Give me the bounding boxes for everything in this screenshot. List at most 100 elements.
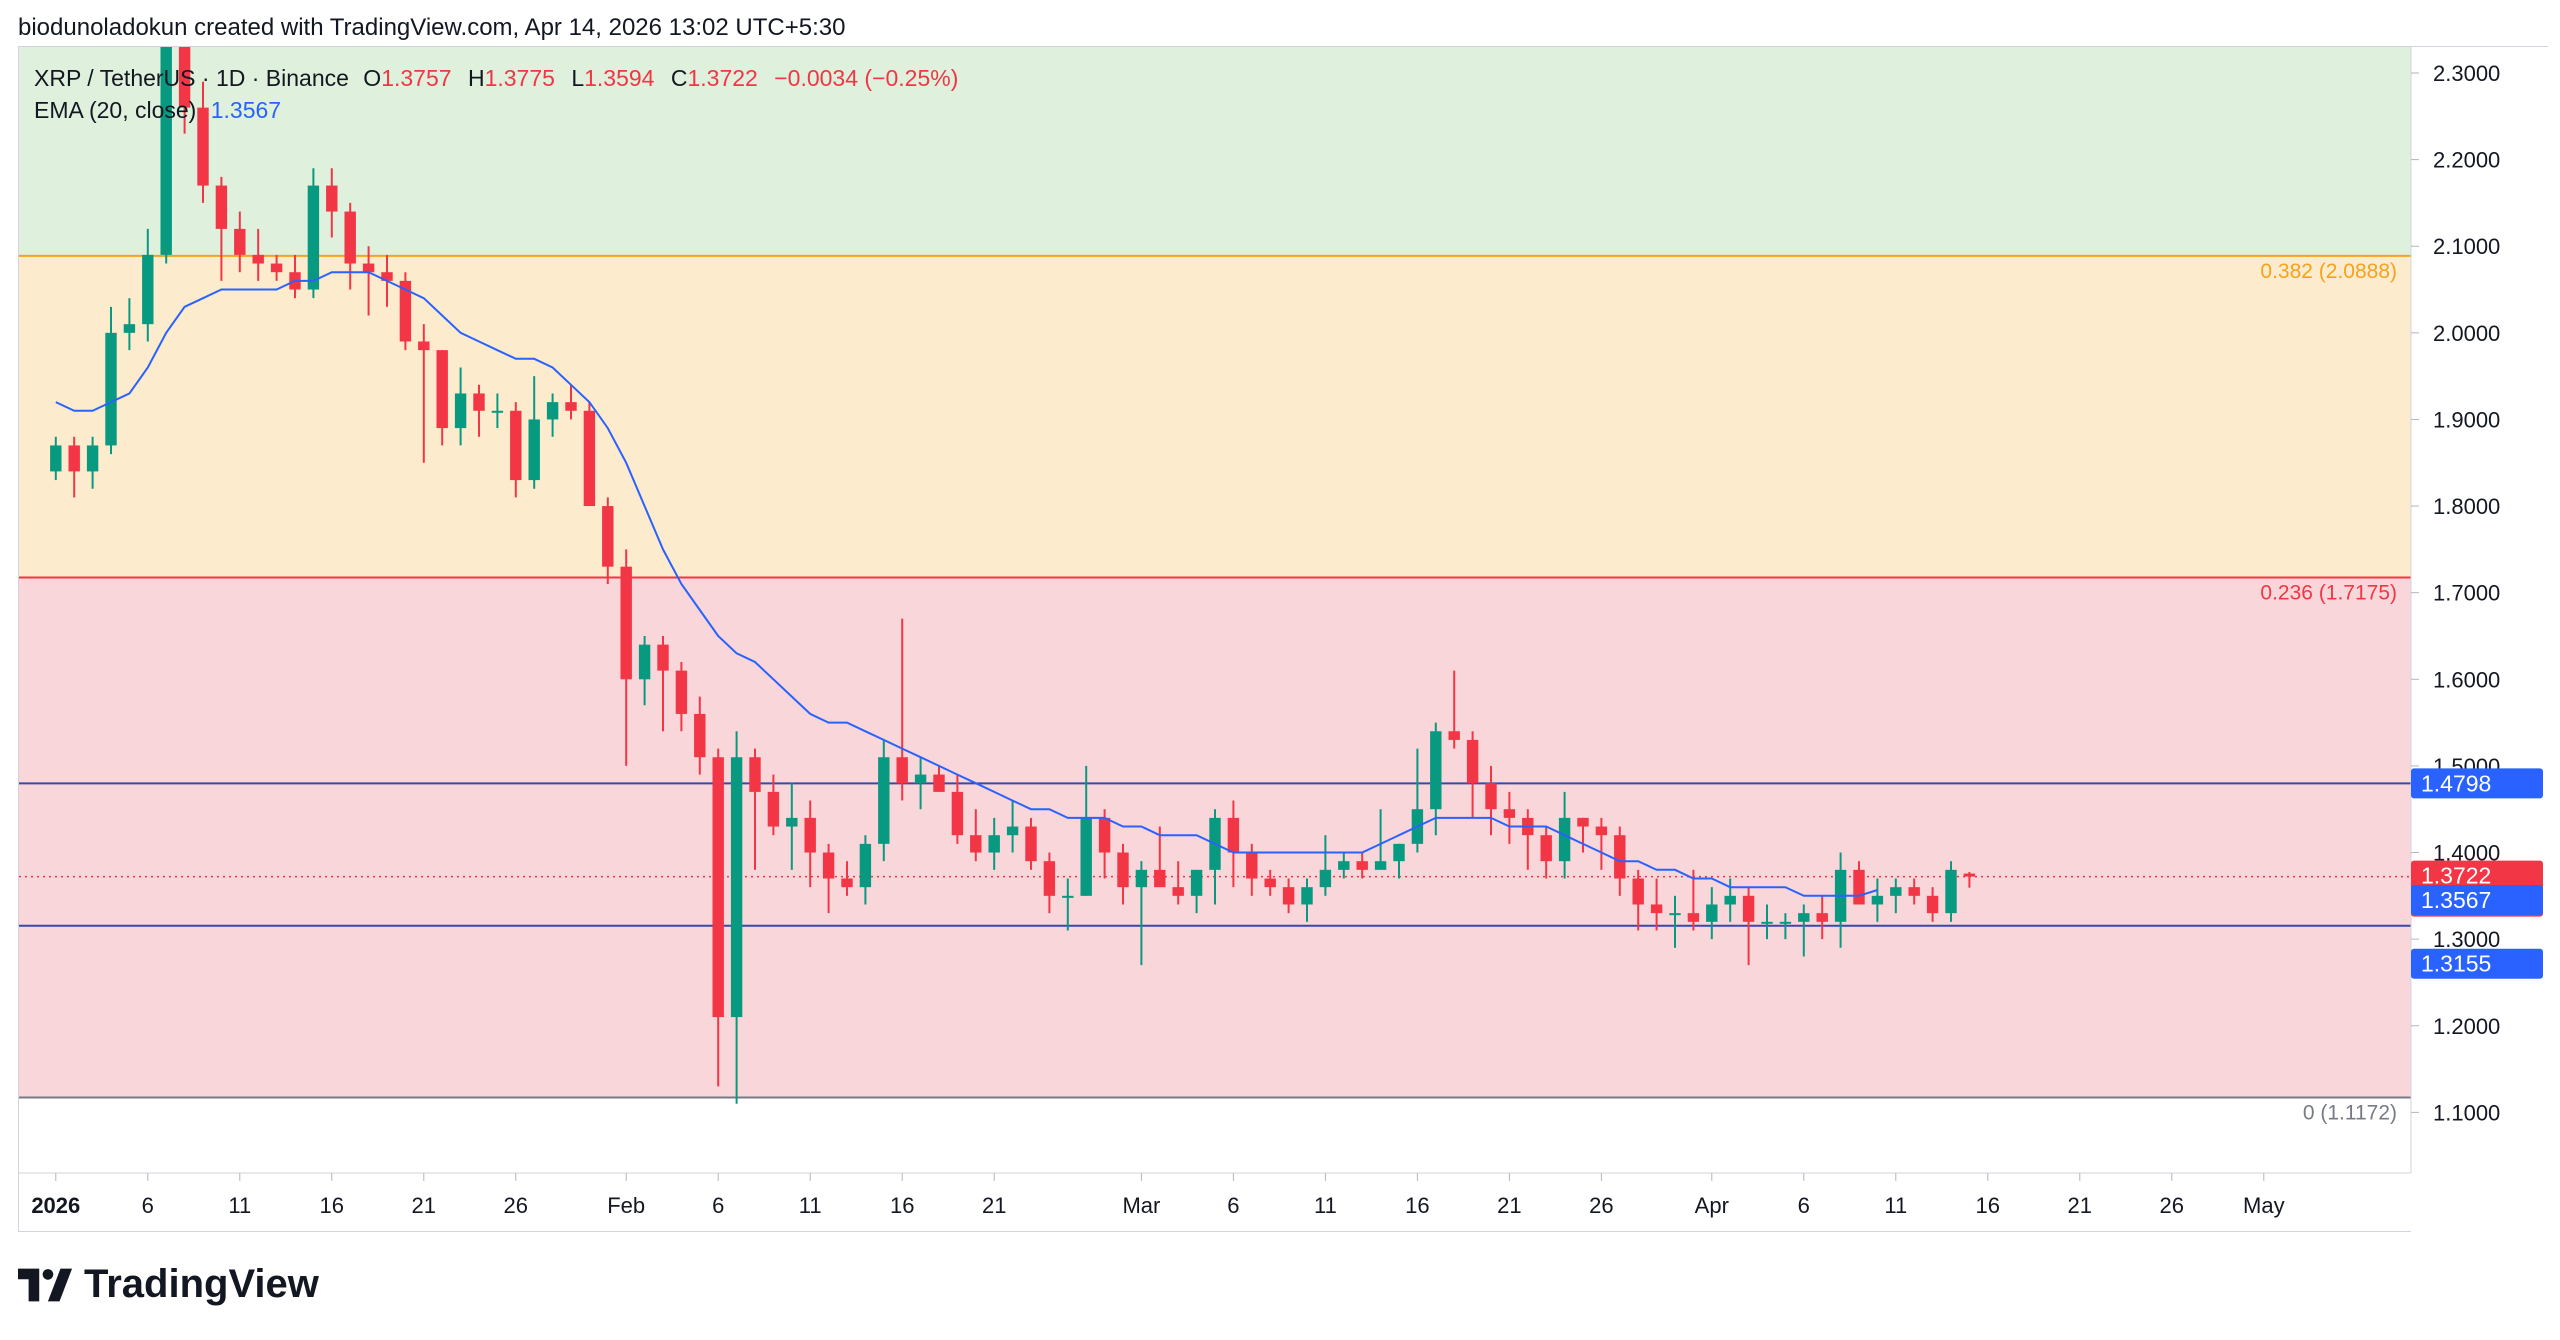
candle (896, 618, 908, 801)
candle (970, 809, 982, 862)
candle-body (160, 47, 172, 255)
candle-body (454, 393, 467, 429)
candle-body (1154, 869, 1166, 888)
ema-20-line (55, 271, 1878, 897)
candle-body (528, 419, 540, 481)
candle-body (1798, 913, 1810, 922)
price-tick-label: 1.9000 (2433, 407, 2500, 432)
candle-body (638, 644, 651, 680)
candle-body (326, 185, 338, 212)
candle (657, 635, 669, 732)
candle-body (970, 835, 982, 853)
candle (1945, 861, 1957, 922)
candle (1742, 887, 1755, 966)
candle (1080, 765, 1092, 896)
time-tick-label: May (2243, 1193, 2285, 1218)
candle-body (1393, 843, 1405, 862)
candle-body (1117, 852, 1129, 888)
candle-body (123, 324, 136, 333)
candle-body (1687, 913, 1700, 922)
candle (1466, 731, 1479, 818)
legend-high: H1.3775 (468, 65, 555, 91)
candle-body (1945, 869, 1957, 914)
candle-body (473, 393, 485, 411)
time-tick-label: 16 (320, 1193, 344, 1218)
candle (1871, 878, 1884, 922)
candle (1282, 878, 1295, 914)
candle (1503, 791, 1516, 844)
candle-body (1190, 869, 1203, 896)
candle-body (896, 757, 908, 784)
candle (1264, 869, 1276, 896)
time-tick-label: 16 (1976, 1193, 2000, 1218)
tradingview-logo[interactable]: TradingView (18, 1262, 319, 1307)
fib-label-2: 0 (1.1172) (2303, 1101, 2397, 1124)
price-tick-label: 1.8000 (2433, 494, 2500, 519)
candle-body (307, 185, 320, 290)
price-badge-2: 1.3567 (2411, 885, 2543, 916)
candle-body (1595, 826, 1608, 836)
candle (675, 661, 688, 732)
candle (859, 835, 872, 905)
price-axis-bg (2411, 47, 2549, 1233)
candle (307, 168, 320, 299)
candle (1485, 765, 1497, 836)
price-badge-0: 1.4798 (2411, 768, 2543, 799)
legend-close-label: C (670, 65, 688, 91)
candle (712, 748, 724, 1087)
chart-frame[interactable]: 0.382 (2.0888) 0.236 (1.7175) 0 (1.1172) 2… (18, 46, 2549, 1233)
time-tick-label: 6 (1227, 1193, 1239, 1218)
candle-body (988, 835, 1000, 853)
price-badge-value: 1.3567 (2421, 887, 2491, 913)
candle (1724, 878, 1736, 922)
candle-body (786, 817, 798, 827)
candle (362, 246, 375, 316)
candle (914, 757, 927, 810)
time-tick-label: 26 (2160, 1193, 2184, 1218)
candle (786, 783, 798, 870)
candle (1669, 895, 1681, 948)
candle-body (1264, 878, 1276, 888)
candle-body (1338, 861, 1350, 870)
candle-body (1742, 895, 1755, 922)
time-tick-label: 21 (2068, 1193, 2092, 1218)
candle (933, 765, 945, 792)
candle (1761, 904, 1773, 940)
candle (878, 739, 890, 862)
legend-row-ema: EMA (20, close) 1.3567 (34, 94, 966, 126)
legend-low: L1.3594 (571, 65, 654, 91)
time-tick-label: Mar (1122, 1193, 1160, 1218)
candle (1190, 869, 1203, 914)
candle-body (1448, 731, 1460, 740)
candle (1853, 861, 1865, 905)
time-tick-label: 21 (1497, 1193, 1521, 1218)
price-badge-value: 1.3722 (2421, 863, 2491, 889)
candle (730, 731, 743, 1104)
price-tick-label: 1.6000 (2433, 667, 2500, 692)
candle-body (804, 817, 816, 853)
chart-credit: biodunoladokun created with TradingView.… (18, 14, 846, 41)
candle (1117, 843, 1129, 905)
candle (749, 748, 761, 870)
candle (1227, 800, 1240, 888)
legend-change: −0.0034 (−0.25%) (774, 65, 959, 91)
fib-zone-orange (19, 255, 2411, 578)
candle (270, 254, 283, 281)
legend-ema-label[interactable]: EMA (20, close) (34, 97, 197, 123)
price-chart[interactable]: 0.382 (2.0888) 0.236 (1.7175) 0 (1.1172) 2… (19, 47, 2549, 1233)
candle-body (270, 263, 283, 273)
candle (583, 402, 596, 507)
candle-body (951, 791, 964, 836)
candle-body (620, 566, 632, 680)
legend-high-value: 1.3775 (484, 65, 555, 91)
tradingview-logo-text: TradingView (84, 1262, 319, 1306)
candle-body (1724, 895, 1736, 905)
legend-symbol[interactable]: XRP / TetherUS · 1D · Binance (34, 65, 349, 91)
candle-body (178, 47, 191, 108)
candle-body (1356, 861, 1368, 870)
candle (1430, 722, 1442, 836)
fib-label-1: 0.236 (1.7175) (2260, 582, 2397, 605)
time-tick-label: 11 (228, 1193, 251, 1218)
legend-close-value: 1.3722 (687, 65, 758, 91)
price-tick-label: 1.2000 (2433, 1014, 2500, 1039)
